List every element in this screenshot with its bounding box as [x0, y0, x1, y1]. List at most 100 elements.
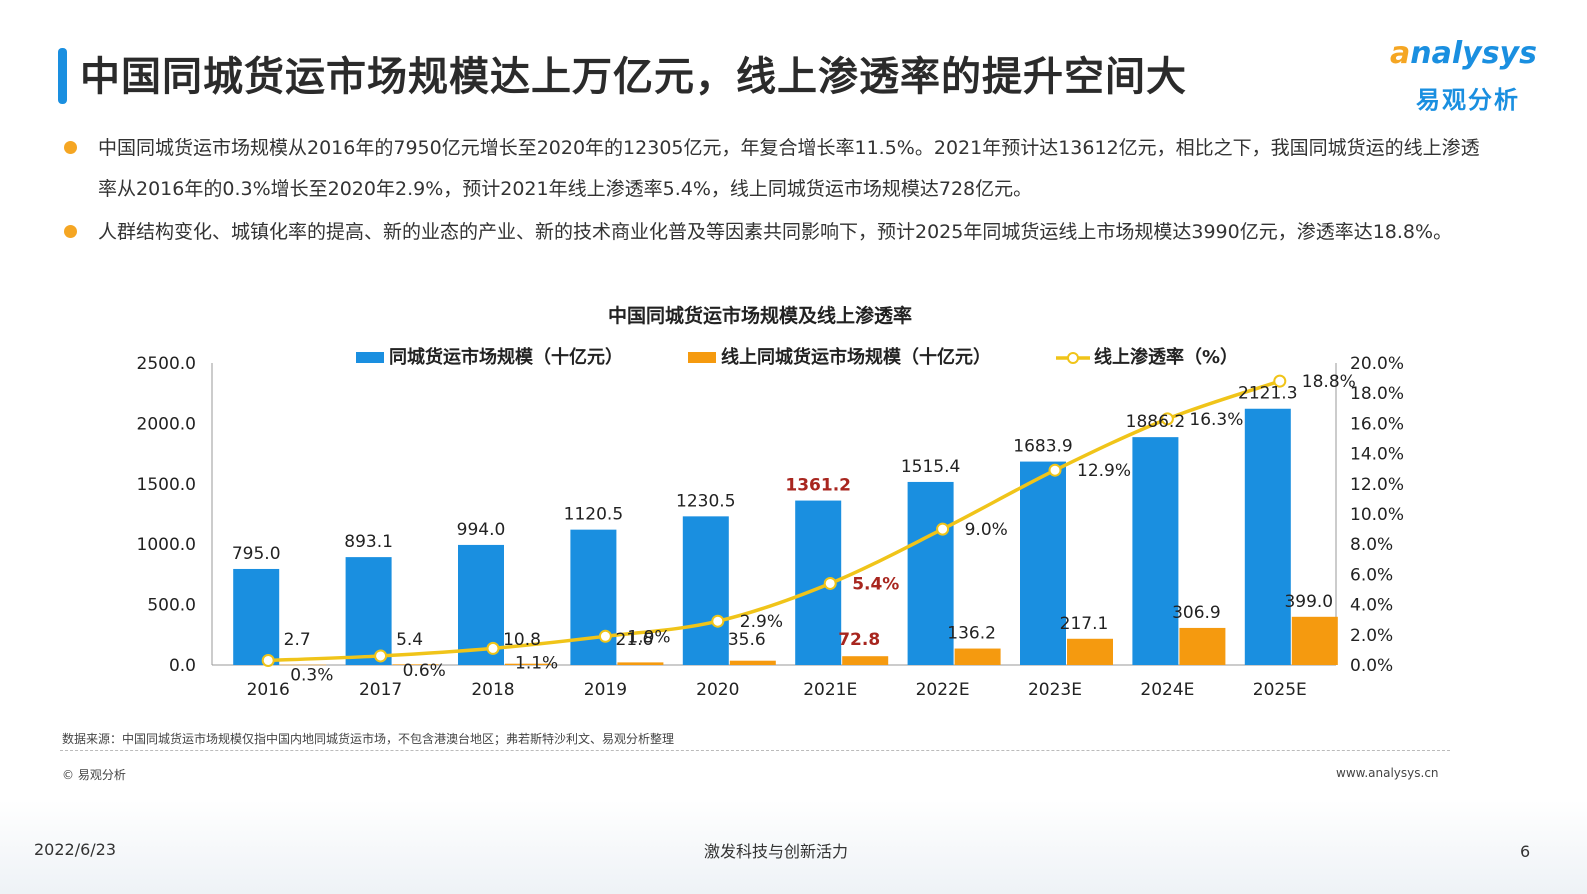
- y-right-tick-label: 10.0%: [1350, 505, 1404, 525]
- data-source-note: 数据来源：中国同城货运市场规模仅指中国内地同城货运市场，不包含港澳台地区；弗若斯…: [62, 732, 675, 746]
- bar-market-size-label: 1515.4: [901, 457, 960, 477]
- chart-axes: 0.0 500.0 1000.0 1500.0 2000.0 2500.0 0.0% 2.0%…: [137, 354, 1405, 700]
- bar-market-size-label: 893.1: [344, 532, 393, 552]
- y-left-tick-label: 1000.0: [137, 535, 196, 555]
- y-right-tick-label: 8.0%: [1350, 535, 1393, 555]
- y-right-tick-label: 18.0%: [1350, 384, 1404, 404]
- y-left-tick-label: 2500.0: [137, 354, 196, 374]
- penetration-rate-point: [486, 641, 500, 655]
- chart-bars: [233, 408, 1338, 666]
- legend-swatch-rate-point: [1067, 352, 1079, 364]
- penetration-rate-point: [1048, 463, 1062, 477]
- chart-line: [261, 374, 1287, 667]
- penetration-rate-label: 0.6%: [403, 661, 446, 681]
- penetration-rate-label: 2.9%: [740, 612, 783, 632]
- penetration-rate-point: [598, 629, 612, 643]
- bar-market-size-label: 1683.9: [1013, 437, 1072, 457]
- bar-online-size-label: 217.1: [1060, 614, 1109, 634]
- y-right-tick-label: 4.0%: [1350, 596, 1393, 616]
- x-tick-label: 2022E: [916, 680, 970, 700]
- bar-online-size: [1291, 616, 1338, 665]
- bar-online-size: [1067, 638, 1113, 665]
- x-tick-label: 2018: [471, 680, 514, 700]
- logo-english-text: nalysys: [1410, 36, 1537, 71]
- bar-market-size: [1244, 408, 1291, 665]
- penetration-rate-point: [1160, 412, 1174, 426]
- footer-background: [0, 800, 1587, 894]
- bar-market-size: [1020, 461, 1066, 665]
- y-right-tick-label: 16.0%: [1350, 414, 1404, 434]
- chart-legend: 同城货运市场规模（十亿元） 线上同城货运市场规模（十亿元） 线上渗透率（%）: [356, 346, 1238, 368]
- bullet-list: 中国同城货运市场规模从2016年的7950亿元增长至2020年的12305亿元，…: [60, 128, 1480, 255]
- bar-online-size: [1179, 627, 1226, 665]
- y-right-tick-label: 14.0%: [1350, 445, 1404, 465]
- y-right-tick-label: 20.0%: [1350, 354, 1404, 374]
- bar-market-size: [1132, 437, 1179, 665]
- bar-online-size-label: 35.6: [728, 630, 766, 650]
- bar-online-size-label: 5.4: [396, 630, 423, 650]
- bar-market-size: [682, 516, 729, 665]
- x-tick-label: 2017: [359, 680, 402, 700]
- y-left-tick-label: 1500.0: [137, 475, 196, 495]
- bar-online-size: [954, 648, 1001, 665]
- legend-swatch-market-size: [356, 352, 384, 363]
- chart-labels: 795.0 2.7 893.1 5.4 994.0 10.8 1120.5 21.6 1230.…: [232, 372, 1356, 685]
- title-accent-bar: [58, 48, 67, 104]
- penetration-rate-label: 5.4%: [852, 574, 899, 594]
- x-tick-label: 2024E: [1140, 680, 1194, 700]
- bullet-dot-icon: [64, 225, 77, 238]
- logo-o: a: [1390, 36, 1411, 71]
- penetration-rate-point: [374, 649, 388, 663]
- legend-swatch-online-size: [688, 352, 716, 363]
- footer-date: 2022/6/23: [34, 840, 117, 859]
- penetration-rate-point: [711, 614, 725, 628]
- bar-market-size-label: 1120.5: [564, 505, 623, 525]
- y-left-tick-label: 2000.0: [137, 414, 196, 434]
- penetration-rate-label: 1.9%: [627, 627, 670, 647]
- analysys-logo: analysys 易观分析: [1390, 36, 1550, 116]
- x-tick-label: 2016: [247, 680, 290, 700]
- bar-online-size-label: 399.0: [1284, 592, 1333, 612]
- penetration-rate-label: 12.9%: [1077, 461, 1131, 481]
- logo-chinese: 易观分析: [1416, 86, 1520, 114]
- bar-market-size-label: 1230.5: [676, 491, 735, 511]
- penetration-rate-point: [823, 576, 837, 590]
- bullet-item: 人群结构变化、城镇化率的提高、新的业态的产业、新的技术商业化普及等因素共同影响下…: [60, 212, 1480, 253]
- penetration-rate-label: 0.3%: [290, 665, 333, 685]
- bar-market-size: [907, 481, 954, 665]
- y-right-tick-label: 6.0%: [1350, 565, 1393, 585]
- bar-market-size-label: 1886.2: [1126, 412, 1185, 432]
- bar-online-size: [280, 664, 327, 666]
- bar-market-size: [570, 529, 617, 665]
- bar-online-size: [842, 656, 889, 665]
- bar-online-size-label: 10.8: [503, 630, 541, 650]
- x-tick-label: 2023E: [1028, 680, 1082, 700]
- penetration-rate-label: 16.3%: [1189, 410, 1243, 430]
- bar-online-size: [729, 660, 776, 665]
- y-right-tick-label: 0.0%: [1350, 656, 1393, 676]
- bar-online-size-label: 21.6: [615, 630, 653, 650]
- bar-market-size-label: 1361.2: [785, 476, 851, 496]
- y-right-tick-label: 12.0%: [1350, 475, 1404, 495]
- legend-label-rate: 线上渗透率（%）: [1094, 346, 1238, 368]
- x-tick-label: 2020: [696, 680, 739, 700]
- page-number: 6: [1520, 842, 1531, 861]
- bullet-text: 中国同城货运市场规模从2016年的7950亿元增长至2020年的12305亿元，…: [98, 137, 1480, 200]
- penetration-rate-point: [936, 522, 950, 536]
- bullet-text: 人群结构变化、城镇化率的提高、新的业态的产业、新的技术商业化普及等因素共同影响下…: [98, 221, 1453, 243]
- bar-market-size-label: 2121.3: [1238, 384, 1297, 404]
- bar-online-size: [617, 662, 664, 665]
- footer-divider: [60, 750, 1450, 751]
- bar-online-size-label: 136.2: [947, 624, 996, 644]
- bar-online-size: [505, 663, 551, 665]
- y-left-tick-label: 500.0: [147, 596, 196, 616]
- chart-title: 中国同城货运市场规模及线上渗透率: [608, 304, 912, 327]
- bar-online-size: [392, 664, 439, 665]
- penetration-rate-label: 9.0%: [965, 520, 1008, 540]
- website-link[interactable]: www.analysys.cn: [1336, 766, 1439, 780]
- footer-slogan: 激发科技与创新活力: [704, 842, 849, 861]
- page-title: 中国同城货运市场规模达上万亿元，线上渗透率的提升空间大: [80, 54, 1187, 100]
- penetration-rate-point: [1273, 374, 1287, 388]
- x-tick-label: 2019: [584, 680, 627, 700]
- x-tick-label: 2025E: [1253, 680, 1307, 700]
